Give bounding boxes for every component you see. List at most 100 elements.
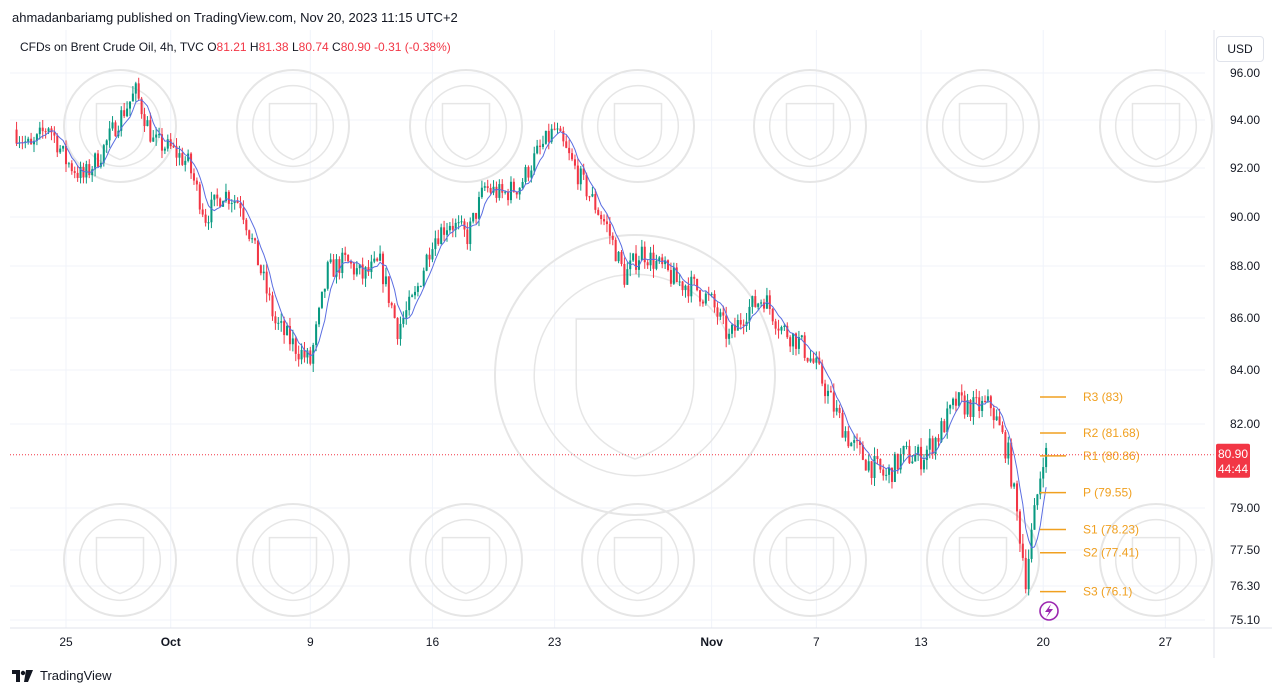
candle-body xyxy=(1042,467,1045,479)
candle-body xyxy=(664,260,667,265)
candle-body xyxy=(268,293,271,296)
watermark-shield-icon xyxy=(958,536,1008,595)
lightning-icon xyxy=(1039,601,1059,621)
candle-body xyxy=(146,120,149,127)
candle-body xyxy=(957,392,960,406)
watermark-ring-inner xyxy=(596,84,680,168)
watermark-ring xyxy=(581,69,695,183)
candle-body xyxy=(981,400,984,412)
watermark-ring xyxy=(63,69,177,183)
candle-body xyxy=(163,148,166,151)
candle-body xyxy=(44,131,47,133)
brand-name: TradingView xyxy=(40,668,112,683)
candle-body xyxy=(137,83,140,99)
candle-body xyxy=(300,349,303,360)
candle-body xyxy=(620,251,623,264)
candle-body xyxy=(635,253,638,270)
candle-body xyxy=(419,286,422,288)
candle-body xyxy=(134,83,137,94)
candle-body xyxy=(888,467,891,475)
candle-body xyxy=(844,431,847,438)
candle-body xyxy=(1045,447,1048,468)
candle-body xyxy=(899,454,902,470)
candle-body xyxy=(1027,558,1030,590)
currency-button[interactable]: USD xyxy=(1216,36,1264,62)
candle-body xyxy=(504,191,507,193)
candle-body xyxy=(824,383,827,397)
watermark-emblem-icon xyxy=(236,69,350,183)
watermark-shield-icon xyxy=(613,536,663,595)
candle-body xyxy=(853,440,856,443)
watermark-ring xyxy=(753,503,867,617)
candle-body xyxy=(646,262,649,266)
candle-body xyxy=(562,131,565,142)
candle-body xyxy=(928,438,931,450)
watermark-emblem-icon xyxy=(409,69,523,183)
candle-body xyxy=(195,180,198,185)
candle-body xyxy=(661,257,664,265)
candle-body xyxy=(457,222,460,224)
watermark-ring-inner xyxy=(78,84,162,168)
candle-body xyxy=(693,276,696,279)
close-key: C xyxy=(332,40,341,54)
candle-body xyxy=(198,184,201,210)
candle-body xyxy=(946,408,949,433)
candle-body xyxy=(62,145,65,149)
watermark-ring xyxy=(1099,69,1213,183)
watermark-emblem-icon xyxy=(1099,503,1213,617)
candle-body xyxy=(911,461,914,464)
candle-body xyxy=(361,264,364,279)
footer-brand[interactable]: TradingView xyxy=(12,668,112,683)
price-tick-label: 88.00 xyxy=(1230,259,1260,273)
candle-body xyxy=(454,222,457,230)
candle-body xyxy=(739,320,742,325)
candle-body xyxy=(975,397,978,399)
candle-body xyxy=(472,213,475,222)
last-price-value: 80.90 xyxy=(1218,447,1248,461)
candle-body xyxy=(713,293,716,308)
candle-body xyxy=(486,186,489,188)
chart-area[interactable]: R3 (83) R2 (81.68) R1 (80.86) P (79.55) S1 (… xyxy=(10,30,1272,658)
candle-body xyxy=(248,230,251,239)
watermark-emblem-icon xyxy=(926,69,1040,183)
candle-body xyxy=(867,461,870,471)
watermark-ring-inner xyxy=(424,84,508,168)
candle-body xyxy=(192,173,195,181)
candle-body xyxy=(35,134,38,141)
candle-body xyxy=(579,168,582,185)
candle-body xyxy=(986,396,989,402)
candle-body xyxy=(850,442,853,447)
time-tick-label: 13 xyxy=(914,635,928,649)
candle-body xyxy=(184,160,187,165)
close-value: 80.90 xyxy=(340,40,371,54)
candle-body xyxy=(335,259,338,277)
pivot-label: R1 (80.86) xyxy=(1083,449,1140,463)
candle-body xyxy=(954,398,957,406)
candle-body xyxy=(448,225,451,231)
candle-body xyxy=(643,246,646,263)
candle-body xyxy=(806,357,809,362)
candle-body xyxy=(998,416,1001,426)
candle-body xyxy=(236,200,239,203)
candle-body xyxy=(515,191,518,195)
candle-body xyxy=(984,400,987,402)
candle-body xyxy=(265,271,268,294)
candle-body xyxy=(190,153,193,174)
candle-body xyxy=(155,134,158,138)
candle-body xyxy=(286,325,289,336)
watermark-emblem-icon xyxy=(753,69,867,183)
candle-body xyxy=(396,318,399,340)
watermark-emblem-icon xyxy=(409,503,523,617)
candle-body xyxy=(576,165,579,185)
candle-body xyxy=(873,456,876,478)
candle-body xyxy=(565,141,568,148)
candle-body xyxy=(294,338,297,354)
watermark-layer xyxy=(63,69,1213,617)
candle-body xyxy=(431,249,434,260)
candle-body xyxy=(181,153,184,165)
candle-body xyxy=(512,181,515,192)
candle-body xyxy=(736,320,739,331)
candle-body xyxy=(1030,529,1033,559)
chart-svg[interactable]: R3 (83) R2 (81.68) R1 (80.86) P (79.55) S1 (… xyxy=(10,30,1272,658)
candle-body xyxy=(233,200,236,204)
